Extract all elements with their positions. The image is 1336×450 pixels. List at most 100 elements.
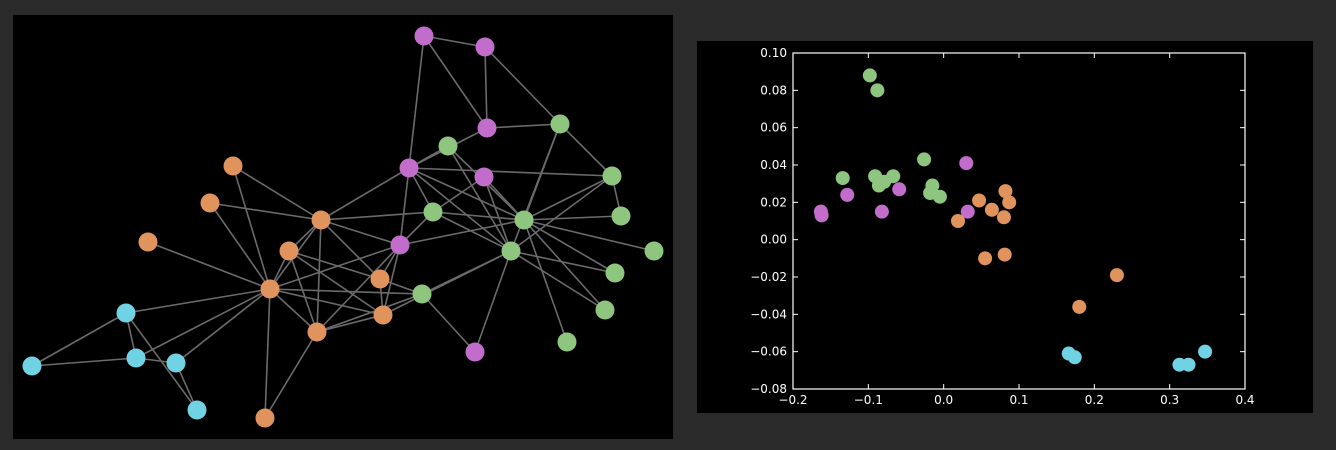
graph-node-orange — [279, 241, 299, 261]
graph-node-cyan — [116, 303, 136, 323]
graph-edge — [510, 123, 561, 252]
graph-node-green — [605, 263, 625, 283]
y-tick-label: −0.02 — [750, 270, 787, 284]
x-tick-label: 0.0 — [934, 393, 953, 407]
scatter-point-purple — [959, 156, 974, 171]
scatter-point-orange — [972, 193, 987, 208]
x-tick-label: 0.4 — [1235, 393, 1254, 407]
y-tick-label: 0.10 — [760, 46, 787, 60]
graph-node-purple — [475, 37, 495, 57]
y-tick-label: −0.04 — [750, 307, 787, 321]
x-tick-label: 0.2 — [1085, 393, 1104, 407]
graph-edge — [382, 250, 512, 316]
graph-edge — [432, 176, 485, 213]
graph-node-cyan — [187, 400, 207, 420]
graph-edge — [484, 46, 488, 129]
graph-edge — [432, 211, 525, 221]
scatter-point-orange — [1002, 195, 1017, 210]
scatter-point-cyan — [1067, 350, 1082, 365]
graph-edge — [269, 288, 318, 333]
graph-edge — [423, 35, 486, 48]
graph-node-orange — [223, 156, 243, 176]
graph-edge — [175, 288, 271, 364]
scatter-point-purple — [814, 208, 829, 223]
graph-node-orange — [373, 305, 393, 325]
graph-node-green — [557, 332, 577, 352]
graph-edge — [408, 167, 613, 177]
graph-node-green — [611, 206, 631, 226]
y-tick-label: −0.06 — [750, 345, 787, 359]
graph-edge — [288, 250, 384, 316]
scatter-point-orange — [998, 184, 1013, 199]
graph-edge — [447, 145, 512, 252]
scatter-point-cyan — [1181, 357, 1196, 372]
y-tick-label: −0.08 — [750, 382, 787, 396]
graph-edge — [423, 35, 488, 129]
network-graph — [22, 26, 664, 428]
graph-edge — [559, 123, 613, 177]
graph-node-cyan — [166, 353, 186, 373]
scatter-point-green — [870, 83, 885, 98]
graph-edge — [147, 241, 271, 290]
graph-edge — [382, 244, 401, 316]
graph-edge — [474, 250, 512, 353]
graph-node-orange — [200, 193, 220, 213]
scatter-point-orange — [950, 214, 965, 228]
graph-edge — [316, 219, 322, 333]
graph-node-orange — [370, 269, 390, 289]
graph-edge — [408, 167, 512, 252]
graph-edge — [209, 202, 271, 290]
graph-edge — [320, 219, 401, 246]
graph-edge — [320, 211, 434, 221]
scatter-point-purple — [840, 187, 855, 202]
graph-edge — [432, 211, 512, 252]
scatter-point-green — [886, 169, 901, 184]
graph-edge — [510, 250, 606, 311]
graph-edge — [288, 250, 381, 280]
scatter-point-orange — [1072, 299, 1087, 314]
graph-edge — [486, 123, 561, 129]
scatter-point-green — [835, 171, 850, 186]
graph-node-purple — [465, 342, 485, 362]
y-tick-label: 0.02 — [760, 195, 787, 209]
x-tick-label: 0.3 — [1160, 393, 1179, 407]
graph-node-green — [644, 241, 664, 261]
scatter-plot: −0.2 −0.1 0.0 0.1 0.2 0.3 0.4 0.10 0.08 0.06 0.04 0… — [750, 46, 1254, 407]
graph-node-green — [550, 114, 570, 134]
graph-edge — [523, 219, 655, 252]
graph-edge — [399, 219, 525, 246]
graph-edge — [523, 219, 606, 311]
network-graph-panel — [13, 15, 673, 439]
x-tick-label: 0.1 — [1009, 393, 1028, 407]
y-tick-label: 0.00 — [760, 233, 787, 247]
graph-edge — [316, 293, 423, 333]
plot-frame — [792, 52, 1246, 390]
graph-edge — [523, 215, 622, 221]
graph-edge — [31, 357, 137, 367]
graph-edge — [408, 167, 525, 221]
scatter-point-purple — [892, 182, 907, 197]
graph-edge — [320, 219, 381, 280]
scatter-point-green — [917, 152, 932, 167]
graph-edge — [264, 288, 271, 419]
graph-edge — [209, 202, 322, 221]
scatter-point-orange — [984, 202, 999, 217]
graph-node-orange — [255, 408, 275, 428]
graph-node-purple — [477, 118, 497, 138]
graph-edge — [232, 165, 322, 221]
graph-node-cyan — [22, 356, 42, 376]
scatter-point-purple — [874, 204, 889, 219]
scatter-point-green — [862, 68, 877, 83]
graph-edge — [135, 288, 271, 359]
scatter-point-orange — [1109, 268, 1124, 283]
graph-edge — [288, 250, 318, 333]
graph-node-green — [514, 210, 534, 230]
graph-edge — [483, 176, 525, 221]
graph-node-green — [412, 284, 432, 304]
graph-node-green — [595, 300, 615, 320]
graph-node-orange — [260, 279, 280, 299]
scatter-point-orange — [996, 210, 1011, 225]
scatter-point-cyan — [1198, 344, 1213, 359]
graph-edge — [232, 165, 271, 290]
graph-edge — [510, 250, 616, 274]
